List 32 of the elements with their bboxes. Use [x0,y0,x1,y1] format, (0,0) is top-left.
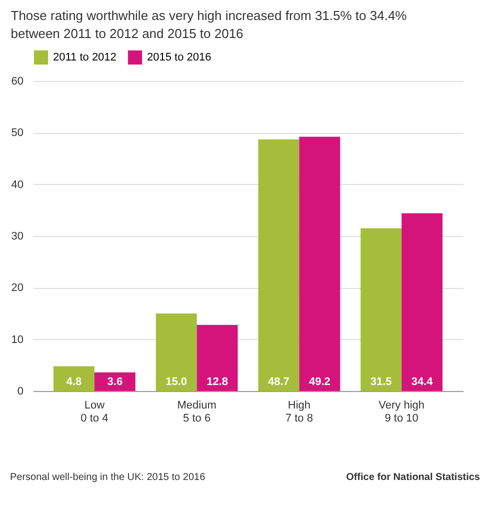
bar [94,372,136,391]
data-label: 4.8 [66,376,82,388]
text: Personal well-being in the UK: 2015 to 2016 [10,472,206,483]
y-tick-label: 20 [11,282,24,294]
bar [156,314,197,391]
bar [258,139,300,391]
y-tick-label: 60 [11,76,24,88]
y-tick-label: 0 [17,386,24,398]
text: Office for National Statistics [346,472,480,483]
data-label: 34.4 [411,376,434,388]
bar [196,324,238,391]
bar [402,213,443,391]
bar [299,136,340,391]
y-tick-label: 40 [11,178,24,191]
x-tick-label: Very high 9 to 10 [378,400,425,424]
data-label: 48.7 [268,376,290,388]
x-tick-label: Low 0 to 4 [80,400,108,424]
legend-label: 2011 to 2012 [53,51,116,64]
x-tick-label: High 7 to 8 [285,400,313,424]
y-tick-label: 10 [11,334,24,346]
legend-label: 2015 to 2016 [147,51,212,64]
y-tick-label: 30 [11,230,24,242]
bar [53,366,94,391]
data-label: 31.5 [370,376,392,388]
y-tick-label: 50 [11,127,24,140]
data-label: 49.2 [308,376,330,388]
data-label: 15.0 [166,376,188,388]
chart-title: Those rating worthwhile as very high increased from 31.5% to 34.4% between 2011 to 2012 and 2015 to 2016 [10,8,408,41]
x-tick-label: Medium 5 to 6 [177,400,216,424]
data-label: 3.6 [107,376,123,388]
bar [360,228,402,391]
data-label: 12.8 [206,376,228,388]
